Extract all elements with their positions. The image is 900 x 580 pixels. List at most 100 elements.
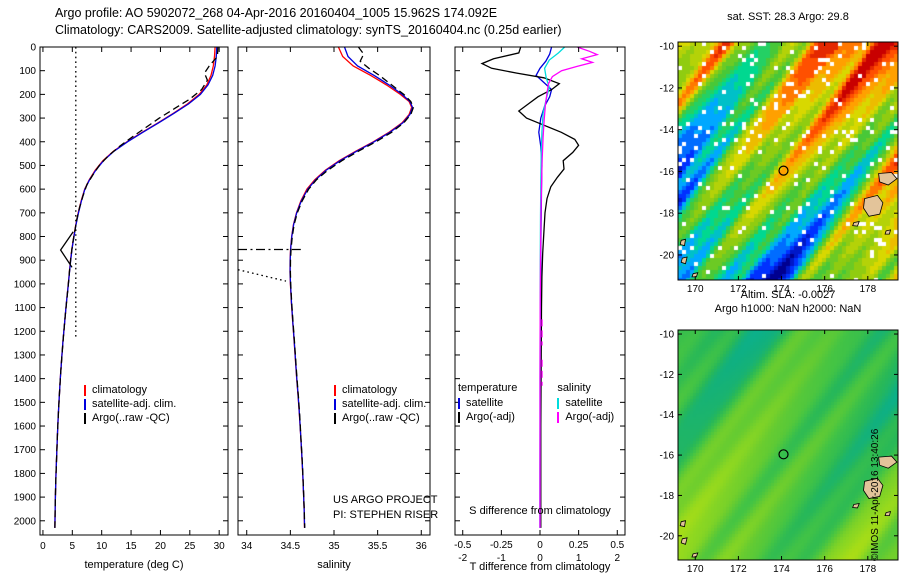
x-tick-label: 176 (816, 284, 833, 295)
x-tick-label-s: -0.25 (490, 540, 513, 551)
legend-entry: satellite (557, 396, 614, 410)
x-tick-label: 170 (687, 564, 704, 575)
sla-map-subtitle: Argo h1000: NaN h2000: NaN (714, 303, 862, 315)
x-tick-label: 35 (328, 541, 340, 552)
island-lau-islet (884, 511, 892, 516)
panel-temperature: 0 5 10 15 20 25 300100200300400500600700800900… (14, 43, 229, 552)
y-tick-label: 1700 (14, 445, 37, 456)
x-tick-label-s: 0 (537, 540, 543, 551)
series-climatology (54, 47, 216, 528)
y-tick-label: 1500 (14, 398, 37, 409)
legend-label: Argo(..raw -QC) (342, 412, 420, 424)
legend-column-salinity: salinity satellite Argo(-adj) (557, 382, 614, 424)
sst-map-image (678, 42, 898, 280)
island-vanuatu-1 (679, 238, 686, 247)
x-tick-label: 178 (859, 284, 876, 295)
x-tick-label: 0 (40, 541, 46, 552)
island-kadavu (852, 502, 860, 509)
legend-entry: Argo(..raw -QC) (334, 411, 426, 425)
y-tick-label: 1900 (14, 493, 37, 504)
y-tick-label: 2000 (14, 516, 37, 527)
legend-label: satellite-adj. clim. (92, 398, 177, 410)
x-tick-label-t: -1 (497, 553, 506, 564)
y-tick-label: 0 (30, 43, 36, 54)
t-difference-axis-label: T difference from climatology (469, 561, 611, 573)
x-tick-label: 176 (816, 564, 833, 575)
island-lau-islet (884, 229, 892, 235)
y-tick-label: 900 (19, 256, 36, 267)
legend-label: Argo(..raw -QC) (92, 412, 170, 424)
series-argo-raw-qc (289, 47, 415, 528)
x-tick-label: 10 (96, 541, 108, 552)
sst-map-title: sat. SST: 28.3 Argo: 29.8 (727, 11, 849, 23)
y-tick-label: -12 (660, 83, 675, 94)
x-tick-label-s: -0.5 (454, 540, 472, 551)
y-tick-label: 1200 (14, 327, 37, 338)
x-tick-label: 174 (773, 284, 790, 295)
x-tick-label: 170 (687, 284, 704, 295)
y-tick-label: -20 (660, 531, 675, 542)
axes-box (39, 46, 229, 536)
x-tick-label: 36 (416, 541, 428, 552)
legend-line-icon (84, 384, 86, 396)
float-position-marker (778, 449, 789, 460)
island-vanuatu-2 (680, 537, 688, 545)
legend-entry: climatology (334, 383, 426, 397)
difference-legend: temperature satellite Argo(-adj) salinity sa… (458, 382, 614, 424)
series-group (480, 47, 600, 528)
legend-entry: Argo(..raw -QC) (84, 411, 176, 425)
sla-map-image (678, 330, 898, 560)
legend-label: satellite (466, 397, 504, 409)
x-tick-label-t: -2 (458, 553, 467, 564)
x-tick-label-t: 2 (614, 553, 620, 564)
legend-entry: climatology (84, 383, 176, 397)
y-tick-label: -10 (660, 42, 675, 53)
series-group (238, 47, 415, 528)
island-viti-levu (863, 194, 884, 217)
y-tick-label: 1400 (14, 374, 37, 385)
project-note-line2: PI: STEPHEN RISER (333, 509, 439, 521)
island-viti-levu (863, 477, 884, 499)
legend-group-header: temperature (458, 382, 518, 394)
y-tick-label: 200 (19, 90, 36, 101)
series-argo-spike (59, 231, 74, 268)
y-tick-label: -18 (660, 491, 675, 502)
x-tick-label: 15 (126, 541, 138, 552)
legend-label: satellite-adj. clim. (342, 398, 427, 410)
temperature-legend: climatology satellite-adj. clim. Argo(..ra… (84, 383, 176, 425)
y-tick-label: 1300 (14, 350, 37, 361)
legend-entry: Argo(-adj) (557, 410, 614, 424)
island-vanuatu-2 (680, 256, 688, 265)
salinity-axis-label: salinity (317, 559, 351, 571)
legend-line-icon (334, 384, 336, 396)
x-tick-label: 34 (241, 541, 253, 552)
panel-difference: -0.5 -2 -0.25 -1 0 0 0.25 1 0.5 2 (454, 46, 626, 564)
credit-text: ©IMOS 11-Apr-2016 13:40:26 (870, 428, 881, 561)
figure-title-line1: Argo profile: AO 5902072_268 04-Apr-2016… (55, 6, 498, 20)
x-tick-label: 30 (214, 541, 226, 552)
series-argo-s-diff (539, 47, 600, 528)
island-vanua-levu (878, 455, 898, 469)
figure-title-line2: Climatology: CARS2009. Satellite-adjuste… (55, 23, 562, 37)
map-sst_map: 170 172 174 176 178 -10 -12 -14 -16 -18 -20 (660, 41, 899, 295)
x-tick-label: 34.5 (281, 541, 301, 552)
x-tick-label-s: 0.5 (610, 540, 624, 551)
sla-map-title: Altim. SLA: -0.0027 (740, 289, 836, 301)
y-tick-label: -16 (660, 451, 675, 462)
legend-entry: satellite-adj. clim. (84, 397, 176, 411)
legend-line-icon (557, 411, 560, 423)
y-tick-label: -18 (660, 209, 675, 220)
y-tick-label: 1600 (14, 422, 37, 433)
legend-line-icon (334, 398, 336, 410)
y-tick-label: 700 (19, 208, 36, 219)
y-tick-label: 1100 (14, 303, 36, 314)
x-tick-label: 25 (184, 541, 196, 552)
y-tick-label: -14 (660, 410, 675, 421)
legend-line-icon (334, 412, 336, 424)
map-sla_map: 170 172 174 176 178 -10 -12 -14 -16 -18 -20 (660, 329, 899, 575)
island-vanua-levu (878, 172, 898, 186)
island-kadavu (852, 220, 860, 227)
s-difference-axis-label: S difference from climatology (469, 505, 611, 517)
y-tick-label: 400 (19, 137, 36, 148)
